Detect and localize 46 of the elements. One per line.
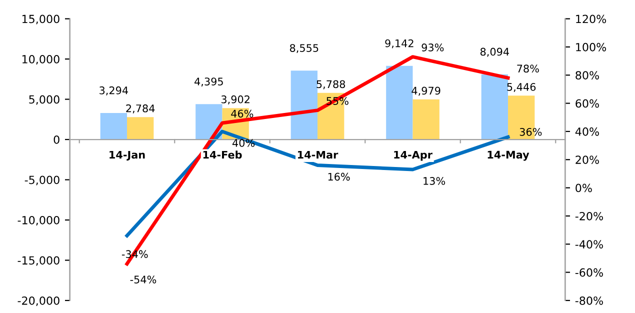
data-label: 13%: [424, 177, 446, 185]
y-tick-label: -15,000: [18, 256, 60, 266]
data-label: 16%: [328, 172, 350, 181]
y2-tick-label: -40%: [575, 240, 603, 249]
y-tick-label: -20,000: [18, 296, 60, 306]
data-label: 93%: [422, 44, 444, 52]
y2-tick-label: 100%: [576, 42, 606, 52]
bar: [412, 99, 440, 140]
y-tick-label: 15,000: [22, 14, 60, 24]
y2-tick-label: 0%: [576, 184, 592, 192]
y2-tick-label: 120%: [576, 14, 606, 24]
y-tick-label: 0: [54, 135, 60, 144]
y2-tick-label: 60%: [576, 99, 599, 108]
y-tick-label: 5,000: [29, 95, 60, 105]
bar: [127, 117, 154, 140]
data-label: 5,446: [507, 83, 536, 92]
data-label: 8,555: [290, 44, 318, 54]
x-tick-label: 14-Feb: [203, 150, 242, 159]
bar: [481, 74, 508, 140]
data-label: 3,902: [221, 95, 250, 104]
data-label: 8,094: [480, 48, 509, 57]
data-label: 78%: [517, 64, 539, 73]
y2-tick-label: -20%: [575, 212, 603, 220]
x-tick-label: 14-May: [488, 150, 530, 161]
y-tick-label: -10,000: [18, 216, 60, 226]
y2-tick-label: 80%: [576, 71, 599, 80]
y2-tick-label: -80%: [575, 296, 603, 305]
x-tick-label: 14-Jan: [110, 150, 145, 161]
data-label: 40%: [232, 139, 255, 147]
x-tick-label: 14-Apr: [394, 150, 432, 161]
data-label: 4,979: [412, 86, 440, 96]
y-tick-label: -5,000: [24, 176, 60, 186]
data-label: 2,784: [126, 104, 155, 114]
bar: [386, 66, 413, 140]
data-label: 3,294: [100, 86, 128, 96]
y2-tick-label: 40%: [575, 127, 599, 136]
y2-tick-label: 20%: [576, 156, 599, 164]
y-tick-label: 10,000: [22, 55, 60, 65]
data-label: 9,142: [385, 39, 414, 48]
data-label: 5,788: [316, 80, 346, 90]
data-label: 4,395: [194, 78, 223, 87]
bar: [290, 70, 318, 140]
x-tick-label: 14-Mar: [298, 150, 338, 159]
bar: [100, 112, 127, 140]
data-label: -54%: [130, 276, 156, 284]
y2-tick-label: -60%: [575, 268, 603, 277]
